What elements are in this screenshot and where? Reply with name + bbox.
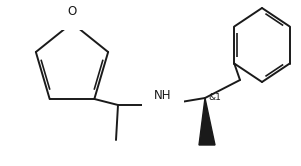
Text: O: O — [67, 5, 77, 18]
Text: &1: &1 — [208, 92, 221, 101]
Polygon shape — [199, 98, 215, 145]
Text: NH: NH — [154, 89, 172, 102]
